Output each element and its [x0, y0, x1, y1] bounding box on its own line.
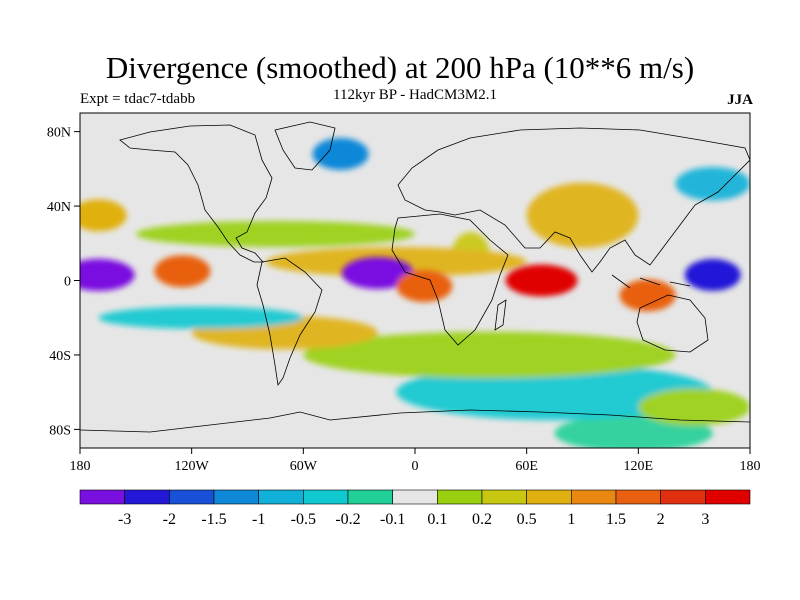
- field-band: [396, 364, 713, 421]
- colorbar-label: -0.5: [291, 511, 316, 528]
- y-tick-label: 80N: [47, 126, 71, 141]
- colorbar-label: -0.1: [380, 511, 405, 528]
- anomaly-negative: [341, 257, 414, 290]
- season-label: JJA: [727, 92, 753, 108]
- colorbar-label: -1.5: [201, 511, 226, 528]
- x-tick-label: 180: [70, 459, 91, 474]
- colorbar-swatch: [124, 489, 170, 505]
- colorbar-swatch: [213, 489, 259, 505]
- colorbar-swatch: [437, 489, 483, 505]
- y-tick-label: 40S: [49, 349, 71, 364]
- y-tick-label: 40N: [47, 200, 71, 215]
- colorbar-label: -1: [252, 511, 265, 528]
- colorbar-swatch: [705, 489, 751, 505]
- y-tick-label: 0: [64, 275, 71, 290]
- colorbar-swatch: [347, 489, 393, 505]
- south-america-coast: [256, 257, 323, 387]
- colorbar-swatch: [481, 489, 527, 505]
- plot-title: Divergence (smoothed) at 200 hPa (10**6 …: [105, 50, 695, 85]
- divergence-field: [80, 137, 750, 448]
- coastlines: [80, 121, 750, 433]
- experiment-label: Expt = tdac7-tdabb: [80, 91, 196, 107]
- field-band: [135, 220, 416, 248]
- north-america-coast: [119, 124, 273, 263]
- australia-coast: [636, 294, 709, 353]
- colorbar-swatch: [571, 489, 617, 505]
- colorbar-swatch: [169, 489, 215, 505]
- colorbar-swatch: [615, 489, 661, 505]
- anomaly-positive: [154, 255, 211, 288]
- colorbar-label: -2: [163, 511, 176, 528]
- colorbar-swatch: [526, 489, 572, 505]
- madagascar-coast: [494, 299, 507, 331]
- map-area: [80, 113, 750, 448]
- indonesia-coast: [611, 274, 691, 289]
- model-label: 112kyr BP - HadCM3M2.1: [333, 87, 497, 103]
- anomaly-negative: [80, 258, 135, 291]
- field-band: [526, 182, 639, 248]
- colorbar-swatch: [392, 489, 438, 505]
- africa-coast: [391, 213, 509, 346]
- field-band: [303, 331, 676, 379]
- field-band: [638, 388, 750, 426]
- y-tick-label: 80S: [49, 423, 71, 438]
- colorbar-label: 0.2: [472, 511, 492, 528]
- colorbar-label: 1: [567, 511, 575, 528]
- x-tick-label: 60W: [290, 459, 318, 474]
- colorbar: -3 -2 -1.5 -1 -0.5 -0.2 -0.1 0.1 0.2 0.5 1 1.5 2 3: [79, 489, 751, 528]
- colorbar-label: -0.2: [335, 511, 360, 528]
- anomaly-negative: [684, 258, 741, 291]
- colorbar-swatch: [303, 489, 349, 505]
- colorbar-swatch: [79, 489, 125, 505]
- colorbar-label: 0.1: [427, 511, 447, 528]
- eurasia-coast: [397, 127, 750, 273]
- field-band: [675, 166, 750, 201]
- colorbar-label: 0.5: [517, 511, 537, 528]
- x-tick-label: 120W: [175, 459, 210, 474]
- anomaly-positive: [80, 199, 127, 232]
- anomaly-positive: [505, 264, 578, 297]
- colorbar-swatch: [660, 489, 706, 505]
- antarctica-coast: [80, 409, 750, 433]
- colorbar-swatch: [258, 489, 304, 505]
- x-tick-label: 120E: [624, 459, 654, 474]
- anomaly-positive: [619, 279, 676, 312]
- colorbar-label: -3: [118, 511, 131, 528]
- colorbar-label: 3: [701, 511, 709, 528]
- x-tick-label: 60E: [515, 459, 538, 474]
- greenland-coast: [274, 121, 336, 171]
- field-band: [98, 306, 304, 329]
- colorbar-label: 2: [657, 511, 665, 528]
- colorbar-label: 1.5: [606, 511, 626, 528]
- x-tick-label: 0: [412, 459, 419, 474]
- anomaly-positive: [396, 270, 453, 303]
- x-tick-label: 180: [740, 459, 761, 474]
- anomaly-negative: [312, 137, 369, 170]
- axis-ticks: 180 120W 60W 0 60E 120E 180 80N 40N 0 40S 80S: [47, 126, 761, 474]
